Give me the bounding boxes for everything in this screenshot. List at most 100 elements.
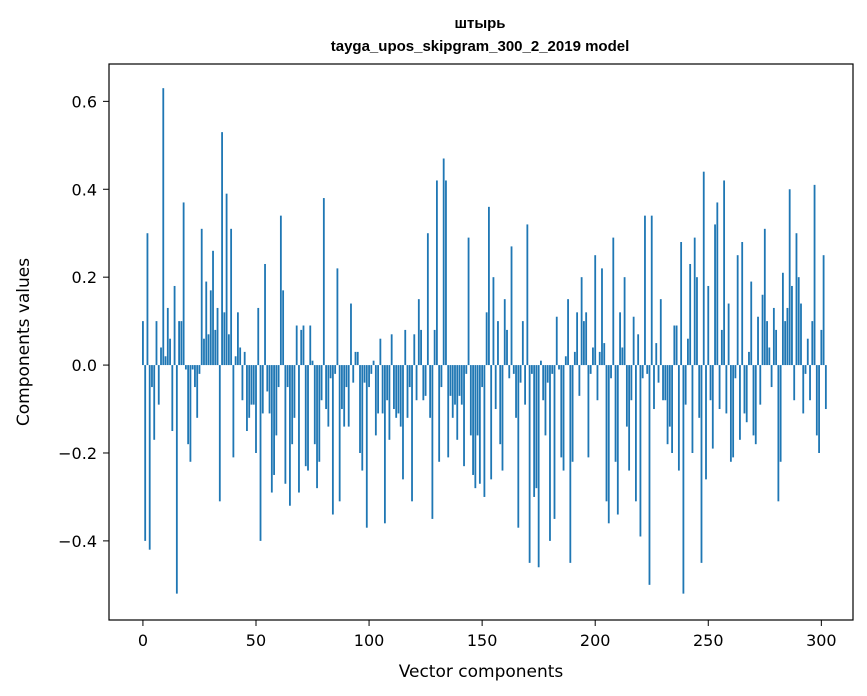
bar-281 [777,365,780,502]
bar-92 [350,303,352,366]
bar-183 [555,316,558,366]
bar-79 [320,365,323,401]
bar-17 [180,321,183,366]
bar-184 [558,365,560,370]
bar-103 [374,365,377,436]
bar-153 [488,206,490,366]
bar-208 [612,237,615,366]
bar-102 [372,360,375,366]
bar-241 [687,338,689,366]
bar-268 [748,351,750,366]
bar-38 [227,334,230,366]
bar-256 [720,329,723,366]
bar-60 [277,365,280,388]
bar-75 [311,360,314,366]
bar-282 [779,365,782,462]
bar-54 [264,263,266,366]
bar-58 [273,365,275,475]
bar-164 [512,365,515,374]
bar-162 [508,365,511,379]
bar-291 [800,303,802,366]
bar-278 [770,365,773,388]
bar-36 [223,312,226,366]
bar-205 [605,365,608,502]
bar-16 [178,321,181,366]
bar-283 [781,272,784,366]
bar-272 [757,316,759,366]
bar-270 [752,365,755,436]
bar-299 [818,365,820,453]
bar-259 [727,303,730,366]
bar-152 [485,312,488,366]
bar-177 [542,365,545,401]
bar-52 [259,365,262,541]
bar-157 [497,321,499,366]
bar-97 [361,365,364,471]
bar-253 [714,224,716,366]
bar-267 [745,365,748,423]
bar-99 [365,365,368,528]
bar-23 [194,365,196,388]
bar-230 [662,365,664,401]
x-tick-label-0: 0 [138,631,148,650]
bar-190 [571,365,574,462]
bar-174 [535,365,538,489]
bar-202 [598,351,601,366]
bar-206 [607,365,610,524]
bar-119 [411,365,413,502]
bar-83 [329,365,332,379]
bar-192 [576,312,579,366]
bar-77 [316,365,318,489]
bar-284 [784,321,787,366]
x-axis-ticks: 0 50 100 150 200 250 300 [138,620,837,650]
bar-173 [533,365,536,497]
bar-229 [659,299,662,366]
bar-117 [406,365,409,418]
bar-8 [160,347,162,366]
bar-242 [689,263,692,366]
bar-66 [291,365,294,445]
x-tick-label-6: 300 [806,631,837,650]
y-axis-label: Components values [14,258,34,426]
bar-55 [266,365,269,392]
bar-62 [282,290,285,366]
bar-156 [494,365,497,410]
bar-280 [775,329,778,366]
bar-168 [521,321,524,366]
bar-142 [463,365,465,467]
bar-64 [286,365,289,388]
bar-170 [526,224,529,366]
bar-20 [187,365,190,445]
bar-115 [402,365,404,480]
bar-249 [705,365,707,480]
bar-288 [793,365,796,401]
bar-69 [298,365,300,493]
bar-139 [456,365,459,440]
bar-37 [225,193,228,366]
bar-61 [279,215,282,366]
chart-subtitle: tayga_upos_skipgram_300_2_2019 model [331,38,630,55]
bar-279 [772,307,775,366]
bar-12 [169,338,171,366]
bar-85 [334,365,337,374]
x-tick-label-5: 250 [693,631,724,650]
bar-255 [718,365,721,410]
bar-203 [601,268,603,366]
bar-231 [664,365,667,401]
bar-30 [209,290,212,366]
bar-169 [524,365,526,405]
bar-105 [379,338,382,366]
bar-4 [151,365,153,388]
bar-201 [596,365,599,401]
bar-9 [162,88,165,366]
bar-143 [465,365,468,374]
bar-166 [517,365,520,528]
bar-217 [632,316,635,366]
y-tick-label-0: −0.4 [58,532,97,551]
bar-250 [707,285,710,366]
bar-112 [395,365,398,418]
bar-10 [164,356,167,366]
bar-204 [603,343,606,366]
bar-237 [677,365,680,471]
bar-188 [567,299,569,366]
